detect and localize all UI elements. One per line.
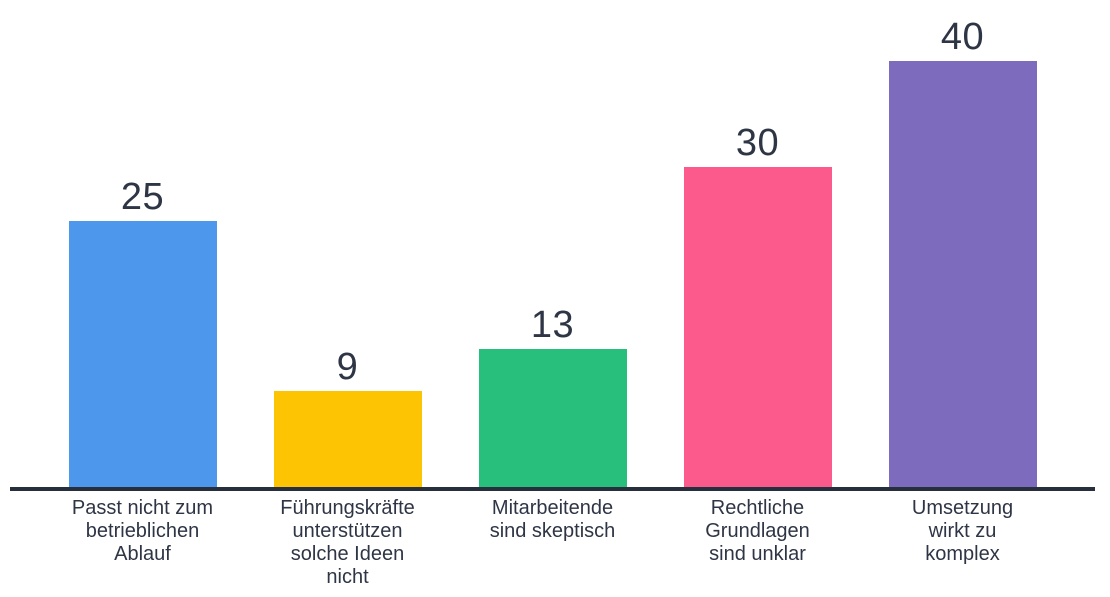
bar-value-label: 13 [530,303,575,346]
bar-value-label: 30 [735,121,780,164]
bar-value-label: 9 [336,345,359,388]
category-label: Passt nicht zum betrieblichen Ablauf [71,497,214,565]
bar [888,61,1037,487]
x-axis-labels: Passt nicht zum betrieblichen Ablauf Füh… [40,497,1065,589]
category-label: Mitarbeitende sind skeptisch [489,497,616,542]
bar-group: 13 [450,0,655,487]
plot-area: 25 9 13 30 40 [40,0,1065,487]
bar [683,167,832,487]
category-label: Umsetzung wirkt zu komplex [911,497,1014,565]
bar-value-label: 40 [940,15,985,58]
bar [68,221,217,487]
bar-group: 25 [40,0,245,487]
bar-group: 30 [655,0,860,487]
bar [273,391,422,487]
category-label: Führungskräfte unterstützen solche Ideen… [280,497,415,588]
bar-value-label: 25 [120,175,165,218]
category-label: Rechtliche Grundlagen sind unklar [705,497,810,565]
bar-group: 9 [245,0,450,487]
bar [478,349,627,487]
x-axis-line [10,487,1095,491]
bar-group: 40 [860,0,1065,487]
